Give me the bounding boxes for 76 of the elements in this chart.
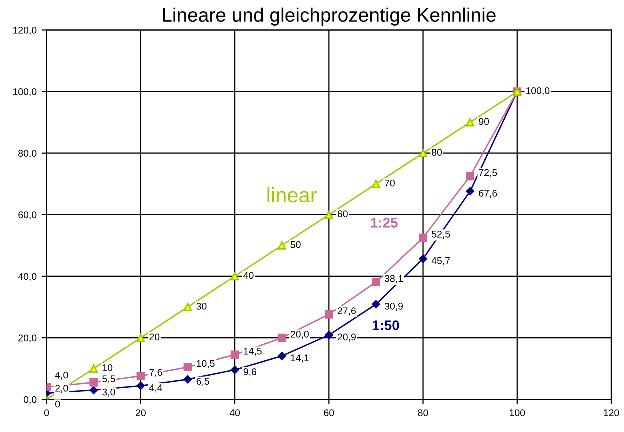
y-tick-label: 60,0 xyxy=(18,212,37,220)
y-tick-label: 120,0 xyxy=(13,26,37,36)
data-label: 20 xyxy=(150,334,160,341)
data-label: 10,5 xyxy=(197,360,215,368)
x-tick-label: 0 xyxy=(44,410,50,416)
data-label: 67,6 xyxy=(479,190,498,198)
point xyxy=(184,363,192,372)
data-label: 9,6 xyxy=(244,368,256,377)
x-tick-label: 80 xyxy=(418,410,428,416)
data-label: 4,4 xyxy=(149,384,162,393)
point xyxy=(466,187,474,196)
data-label: 4,0 xyxy=(55,372,68,380)
point xyxy=(90,378,98,387)
x-tick-label: 120 xyxy=(604,410,620,416)
series-label: linear xyxy=(268,187,317,203)
point xyxy=(372,300,380,309)
data-label: 30,9 xyxy=(384,302,404,312)
point xyxy=(466,118,475,127)
point xyxy=(90,364,98,373)
x-tick-label: 40 xyxy=(230,410,240,416)
point xyxy=(184,303,192,312)
data-label: 90 xyxy=(479,118,490,126)
chart-title: Lineare und gleichprozentige Kennlinie xyxy=(163,8,496,26)
data-label: 100,0 xyxy=(526,88,550,96)
data-label: 3,0 xyxy=(102,388,116,397)
y-tick-label: 20,0 xyxy=(18,334,37,343)
point xyxy=(230,366,240,374)
point xyxy=(230,350,240,360)
data-label: 20,0 xyxy=(290,330,309,340)
data-label: 14,5 xyxy=(244,348,262,356)
point xyxy=(419,234,428,242)
point xyxy=(278,352,286,360)
series-label: 1:50 xyxy=(372,320,400,330)
data-label: 50 xyxy=(290,241,301,248)
point xyxy=(372,180,380,188)
point xyxy=(466,172,475,181)
data-label: 72,5 xyxy=(479,169,498,178)
point xyxy=(136,372,146,380)
data-label: 6,5 xyxy=(196,378,210,386)
point xyxy=(419,149,428,158)
y-tick-label: 80,0 xyxy=(18,150,37,158)
x-tick-label: 60 xyxy=(324,410,334,416)
data-label: 7,6 xyxy=(150,369,162,378)
point xyxy=(184,375,192,384)
series-label: 1:25 xyxy=(371,218,398,228)
point xyxy=(324,310,334,319)
x-tick-label: 100 xyxy=(510,410,526,416)
data-label: 5,5 xyxy=(102,376,116,384)
point xyxy=(324,210,334,220)
point xyxy=(372,278,380,286)
data-label: 70 xyxy=(385,180,395,187)
y-tick-label: 40,0 xyxy=(18,273,37,282)
data-label: 20,9 xyxy=(338,334,356,342)
data-label: 52,5 xyxy=(432,230,450,239)
data-label: 45,7 xyxy=(432,258,450,266)
y-tick-label: 0,0 xyxy=(24,396,37,404)
point xyxy=(419,254,428,264)
data-label: 2,0 xyxy=(56,385,68,394)
x-tick-label: 20 xyxy=(136,410,146,416)
data-label: 80 xyxy=(432,149,442,156)
point xyxy=(278,334,286,342)
data-label: 27,6 xyxy=(338,308,356,316)
point xyxy=(136,334,146,342)
point xyxy=(230,272,240,281)
data-label: 40 xyxy=(244,272,254,280)
point xyxy=(278,242,286,250)
data-label: 30 xyxy=(196,302,207,310)
data-label: 38,1 xyxy=(384,275,403,284)
data-label: 60 xyxy=(338,210,348,218)
point xyxy=(90,386,98,394)
y-tick-label: 100,0 xyxy=(13,88,37,97)
data-label: 10 xyxy=(102,364,113,372)
point xyxy=(325,331,334,340)
point xyxy=(136,382,146,390)
data-label: 0 xyxy=(56,400,60,408)
data-label: 14,1 xyxy=(291,354,309,363)
